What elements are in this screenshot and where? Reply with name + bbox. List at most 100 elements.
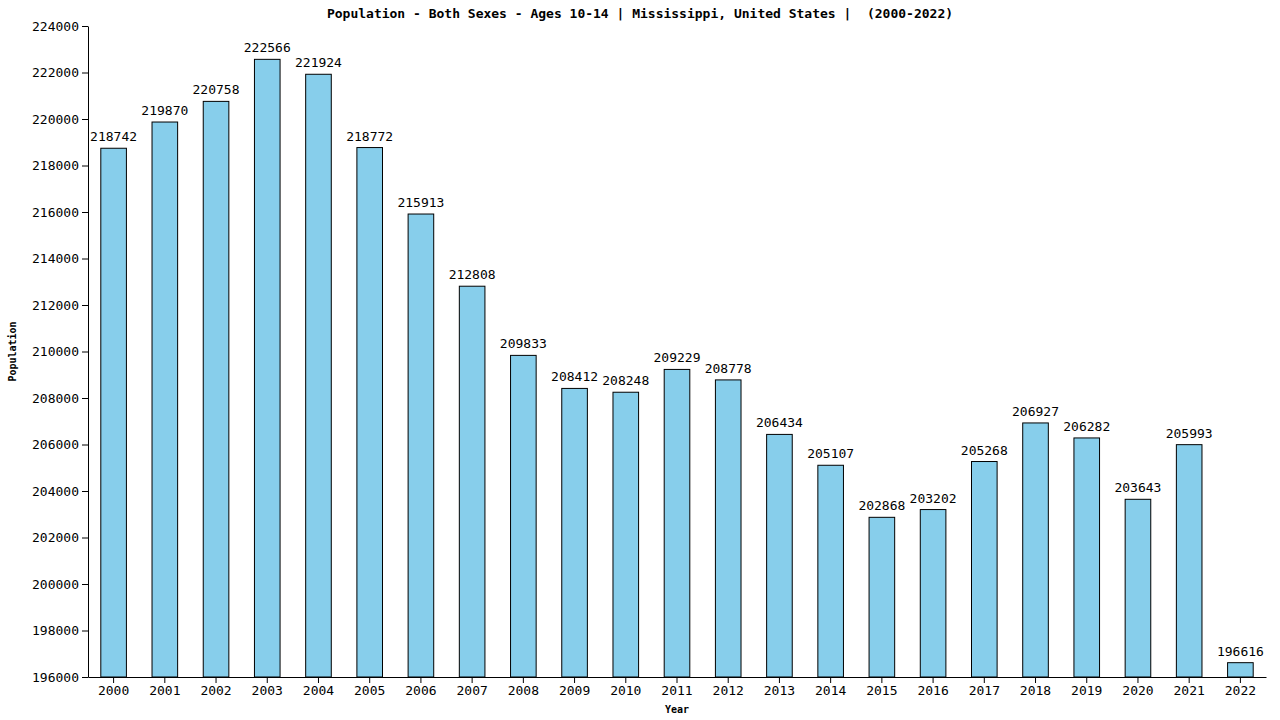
data-label: 205993: [1166, 426, 1213, 441]
x-tick-label: 2004: [303, 683, 334, 698]
bar: [1176, 445, 1202, 677]
y-tick-label: 210000: [32, 344, 79, 359]
bars: [101, 59, 1253, 677]
x-tick: 2019: [1071, 677, 1102, 698]
y-tick-mark: [82, 352, 88, 353]
y-tick: 196000: [32, 670, 88, 685]
data-label: 206434: [756, 415, 803, 430]
y-tick-label: 212000: [32, 298, 79, 313]
x-tick-mark: [164, 677, 165, 683]
y-tick-mark: [82, 73, 88, 74]
bar: [920, 510, 946, 677]
data-label: 219870: [141, 103, 188, 118]
bar: [1074, 438, 1100, 677]
y-tick: 220000: [32, 112, 88, 127]
y-tick-label: 218000: [32, 158, 79, 173]
data-label: 203643: [1114, 480, 1161, 495]
x-tick: 2007: [456, 677, 487, 698]
x-tick: 2004: [303, 677, 334, 698]
y-tick-label: 216000: [32, 205, 79, 220]
x-tick-mark: [625, 677, 626, 683]
y-tick-label: 224000: [32, 19, 79, 34]
x-tick: 2001: [149, 677, 180, 698]
data-label: 215913: [397, 195, 444, 210]
x-tick-mark: [881, 677, 882, 683]
y-tick-label: 204000: [32, 484, 79, 499]
x-tick-label: 2006: [405, 683, 436, 698]
y-tick-mark: [82, 631, 88, 632]
x-tick: 2003: [252, 677, 283, 698]
y-tick: 210000: [32, 344, 88, 359]
data-label: 206282: [1063, 419, 1110, 434]
bar: [664, 369, 690, 677]
data-label: 202868: [858, 498, 905, 513]
bar: [152, 122, 178, 677]
x-tick-mark: [472, 677, 473, 683]
bar: [1125, 499, 1151, 677]
y-axis-title: Population: [7, 321, 18, 381]
y-tick-label: 198000: [32, 623, 79, 638]
x-tick-label: 2016: [917, 683, 948, 698]
x-tick-mark: [420, 677, 421, 683]
bar: [511, 355, 537, 677]
y-tick-mark: [82, 538, 88, 539]
y-tick: 202000: [32, 530, 88, 545]
data-label: 206927: [1012, 404, 1059, 419]
bar: [972, 462, 998, 677]
data-label: 208412: [551, 369, 598, 384]
y-tick-mark: [82, 119, 88, 120]
y-axis-line: [88, 27, 89, 678]
bar: [715, 380, 741, 677]
x-tick-label: 2003: [252, 683, 283, 698]
bar: [203, 101, 229, 677]
x-tick-mark: [1035, 677, 1036, 683]
y-tick-mark: [82, 584, 88, 585]
y-tick-label: 202000: [32, 530, 79, 545]
x-tick-mark: [933, 677, 934, 683]
x-tick-label: 2017: [969, 683, 1000, 698]
y-tick-mark: [82, 259, 88, 260]
data-label: 205268: [961, 443, 1008, 458]
x-tick-label: 2022: [1225, 683, 1256, 698]
y-tick: 218000: [32, 158, 88, 173]
bar: [1228, 663, 1254, 677]
x-tick: 2012: [713, 677, 744, 698]
x-tick-mark: [677, 677, 678, 683]
y-tick: 204000: [32, 484, 88, 499]
plot-area: 2187422198702207582225662219242187722159…: [32, 19, 1266, 699]
x-tick-mark: [779, 677, 780, 683]
x-axis: 2000200120022003200420052006200720082009…: [89, 677, 1267, 698]
y-tick: 224000: [32, 19, 88, 34]
x-tick: 2020: [1122, 677, 1153, 698]
bar: [613, 392, 639, 677]
bar: [767, 434, 793, 677]
y-tick-label: 196000: [32, 670, 79, 685]
y-tick-mark: [82, 305, 88, 306]
x-tick: 2022: [1225, 677, 1256, 698]
bar: [459, 286, 485, 677]
bar: [408, 214, 434, 677]
bar: [869, 517, 895, 677]
y-axis: 1960001980002000002020002040002060002080…: [32, 19, 88, 685]
x-tick: 2015: [866, 677, 897, 698]
x-tick-label: 2020: [1122, 683, 1153, 698]
x-tick: 2006: [405, 677, 436, 698]
x-tick-mark: [1086, 677, 1087, 683]
x-tick-mark: [267, 677, 268, 683]
x-tick-label: 2015: [866, 683, 897, 698]
x-tick: 2010: [610, 677, 641, 698]
x-tick-mark: [1240, 677, 1241, 683]
y-tick-mark: [82, 212, 88, 213]
x-axis-title: Year: [665, 704, 689, 715]
y-tick-label: 208000: [32, 391, 79, 406]
x-tick: 2013: [764, 677, 795, 698]
chart-svg: 2187422198702207582225662219242187722159…: [0, 0, 1280, 720]
chart-container: 2187422198702207582225662219242187722159…: [0, 0, 1280, 720]
x-tick: 2018: [1020, 677, 1051, 698]
data-label: 208778: [705, 361, 752, 376]
x-tick-label: 2010: [610, 683, 641, 698]
title: Population - Both Sexes - Ages 10-14 | M…: [327, 6, 953, 21]
x-tick-mark: [1137, 677, 1138, 683]
x-tick-label: 2001: [149, 683, 180, 698]
x-tick: 2014: [815, 677, 846, 698]
